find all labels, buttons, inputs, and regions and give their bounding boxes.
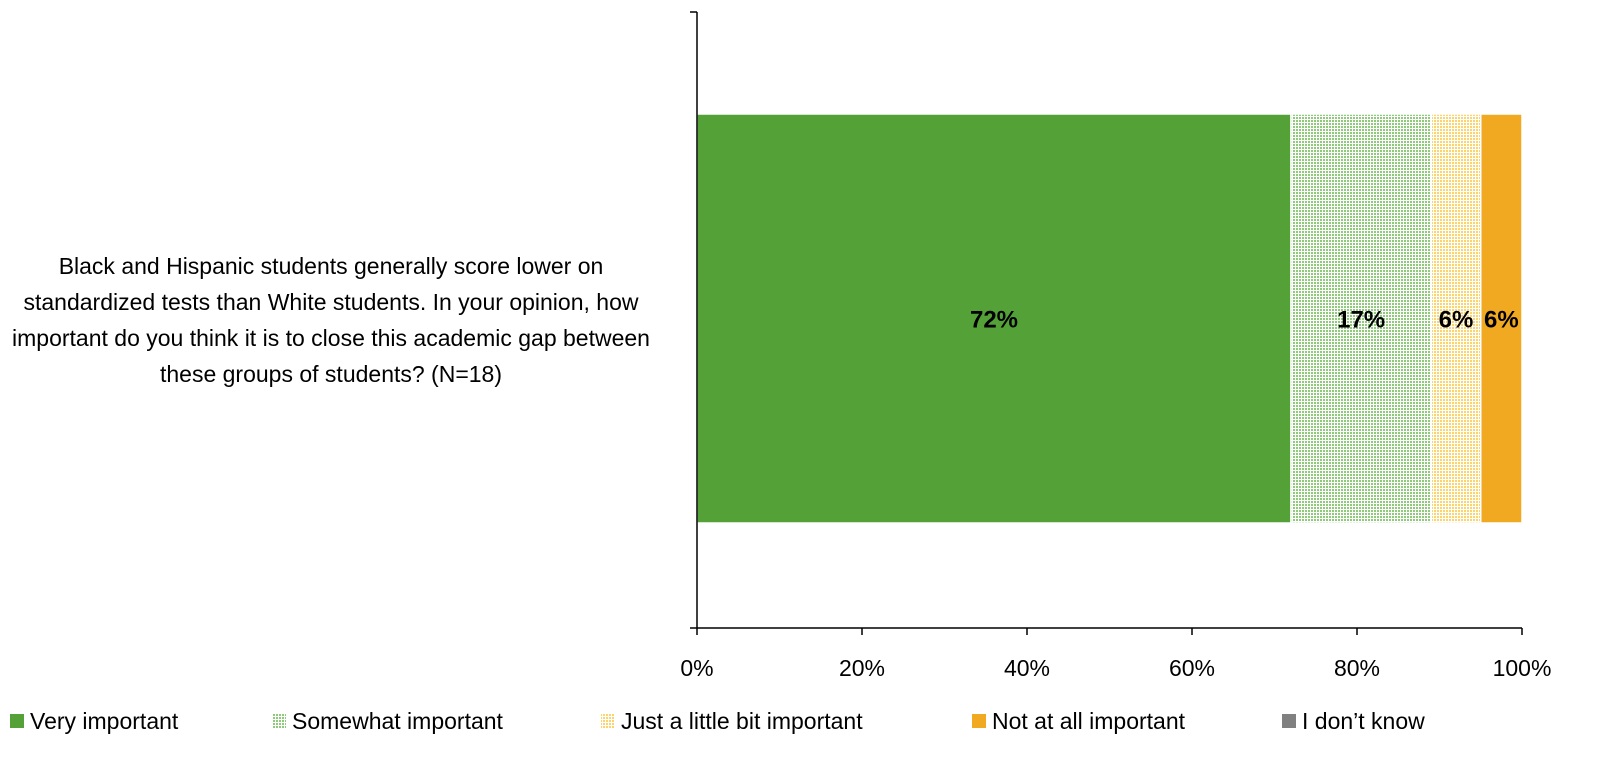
legend-swatch	[972, 714, 986, 728]
legend-swatch	[10, 714, 24, 728]
bar-segment-not-at-all-important	[1480, 113, 1523, 524]
axes	[690, 11, 1523, 635]
data-label: 6%	[1484, 307, 1519, 334]
x-tick-labels: 0% 20% 40% 60% 80% 100%	[680, 655, 1551, 681]
legend-item: I don’t know	[1282, 708, 1425, 734]
x-tick-label: 20%	[839, 655, 885, 681]
legend-item: Somewhat important	[272, 708, 504, 734]
x-tick-label: 100%	[1493, 655, 1552, 681]
legend-item: Not at all important	[972, 708, 1186, 734]
legend-label: Very important	[30, 708, 179, 734]
x-tick-label: 40%	[1004, 655, 1050, 681]
category-label-line: important do you think it is to close th…	[12, 325, 650, 351]
legend-swatch	[1282, 714, 1296, 728]
x-tick-label: 0%	[680, 655, 713, 681]
category-label: Black and Hispanic students generally sc…	[12, 253, 650, 387]
bar-segment-just-a-little-bit-important	[1430, 113, 1482, 524]
data-label: 72%	[970, 307, 1018, 334]
bar-segment-somewhat-important	[1290, 113, 1432, 524]
legend-item: Very important	[10, 708, 179, 734]
category-label-line: standardized tests than White students. …	[24, 289, 639, 315]
x-tick-label: 80%	[1334, 655, 1380, 681]
legend: Very important Somewhat important Just a l…	[10, 708, 1425, 734]
legend-label: Just a little bit important	[621, 708, 863, 734]
data-labels: 72% 17% 6% 6%	[970, 307, 1519, 334]
category-label-text: Black and Hispanic students generally sc…	[12, 253, 650, 387]
x-tick-label: 60%	[1169, 655, 1215, 681]
legend-label: Not at all important	[992, 708, 1186, 734]
bar-segments	[696, 113, 1523, 524]
legend-swatch	[601, 714, 615, 728]
legend-label: Somewhat important	[292, 708, 504, 734]
legend-swatch	[272, 714, 286, 728]
legend-item: Just a little bit important	[601, 708, 863, 734]
category-label-line: Black and Hispanic students generally sc…	[59, 253, 604, 279]
bar-segment-very-important	[696, 113, 1292, 524]
category-label-line: these groups of students? (N=18)	[160, 361, 502, 387]
data-label: 6%	[1439, 307, 1474, 334]
legend-label: I don’t know	[1302, 708, 1425, 734]
data-label: 17%	[1337, 307, 1385, 334]
